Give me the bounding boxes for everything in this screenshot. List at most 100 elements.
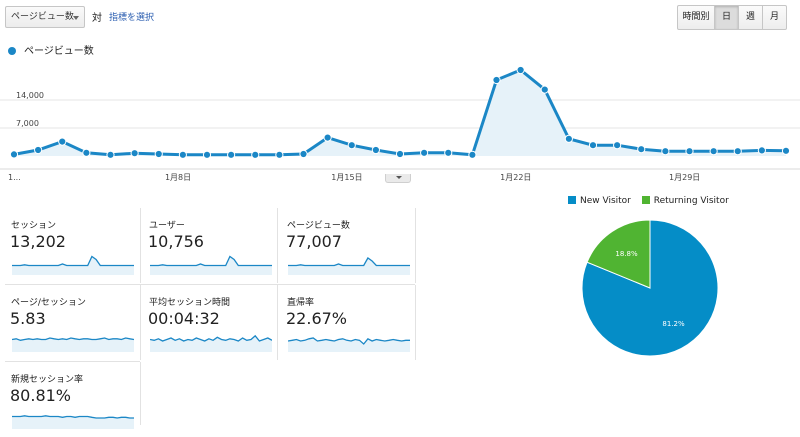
sparkline (12, 255, 134, 275)
data-point[interactable] (685, 147, 694, 156)
x-tick-label: 1月22日 (500, 173, 531, 182)
data-point[interactable] (588, 141, 598, 150)
metric-tile[interactable]: セッション 13,202 (2, 208, 140, 283)
data-point[interactable] (564, 134, 573, 143)
tile-divider (140, 362, 141, 425)
tile-divider (5, 361, 140, 362)
sparkline-area (150, 335, 272, 352)
granularity-hour-button[interactable]: 時間別 (677, 5, 715, 30)
tile-divider (277, 208, 278, 283)
data-point[interactable] (106, 150, 115, 159)
sparkline (288, 337, 410, 352)
sparkline-area (12, 338, 134, 352)
sparkline (150, 255, 272, 275)
data-point[interactable] (178, 150, 187, 159)
tile-divider (277, 285, 278, 360)
metric-tile-value: 13,202 (10, 232, 66, 251)
data-point[interactable] (202, 150, 212, 159)
legend-item-new-visitor[interactable]: New Visitor (568, 196, 631, 206)
data-point[interactable] (540, 85, 549, 94)
sparkline-line (150, 334, 272, 342)
visitor-type-pie-chart[interactable]: 81.2% 18.8% (580, 218, 720, 358)
series-dot-icon (8, 47, 16, 55)
sparkline-line (12, 415, 134, 419)
data-point[interactable] (709, 147, 718, 156)
legend-series-label: ページビュー数 (24, 46, 94, 57)
pageviews-chart[interactable]: 14,000 7,000 1... 1月8日 1月15日 1月22日 1月29日 (0, 58, 800, 183)
pie-slice[interactable] (581, 219, 719, 357)
sparkline (12, 337, 134, 352)
data-point[interactable] (58, 137, 67, 146)
tile-divider (415, 208, 416, 283)
metric-tile[interactable]: ユーザー 10,756 (140, 208, 278, 283)
sparkline-area (288, 258, 410, 275)
pie-slice-label: 81.2% (662, 320, 685, 328)
metric-tile-value: 22.67% (286, 309, 348, 328)
data-point[interactable] (347, 141, 356, 150)
chevron-down-icon (73, 16, 79, 20)
sparkline (12, 415, 134, 429)
x-tick-label: 1月8日 (165, 173, 191, 182)
select-metric-link[interactable]: 指標を選択 (109, 13, 155, 23)
metric-tile-value: 10,756 (148, 232, 204, 251)
data-point[interactable] (637, 145, 646, 154)
data-point[interactable] (516, 65, 525, 75)
data-point[interactable] (227, 150, 236, 159)
collapse-chart-button[interactable] (385, 174, 411, 183)
series-area (14, 70, 786, 156)
legend-item-returning-visitor[interactable]: Returning Visitor (641, 196, 729, 206)
metric-tile-value: 5.83 (10, 309, 46, 328)
metric-tile[interactable]: 直帰率 22.67% (278, 285, 416, 360)
pie-slice[interactable] (586, 219, 651, 289)
metric-tile-label: ユーザー (149, 221, 185, 231)
metric-tile-label: 平均セッション時間 (149, 298, 231, 308)
data-point[interactable] (323, 133, 332, 142)
y-tick-label: 7,000 (16, 119, 39, 128)
data-point[interactable] (9, 150, 19, 159)
pie-slice-label: 18.8% (615, 250, 638, 258)
data-point[interactable] (154, 149, 163, 159)
x-tick-label: 1... (8, 173, 21, 182)
sparkline-line (150, 255, 272, 267)
metric-tile-value: 00:04:32 (148, 309, 220, 328)
metric-tile[interactable]: 平均セッション時間 00:04:32 (140, 285, 278, 360)
metric-tile-label: セッション (11, 221, 57, 231)
sparkline (288, 257, 410, 275)
metric-tile[interactable]: ページ/セッション 5.83 (2, 285, 140, 360)
data-point[interactable] (275, 150, 284, 159)
data-point[interactable] (781, 146, 791, 155)
data-point[interactable] (661, 147, 670, 156)
data-point[interactable] (82, 148, 91, 157)
metric-select[interactable]: ページビュー数 (5, 6, 85, 28)
metric-tile[interactable]: ページビュー数 77,007 (278, 208, 416, 283)
metric-tile-label: ページビュー数 (287, 221, 350, 231)
data-point[interactable] (444, 148, 453, 157)
metric-tile-label: 新規セッション率 (11, 375, 84, 385)
metric-select-value: ページビュー数 (11, 12, 74, 22)
data-point[interactable] (371, 145, 380, 155)
sparkline-line (12, 255, 134, 267)
tile-divider (5, 284, 415, 285)
data-point[interactable] (251, 150, 260, 159)
data-point[interactable] (613, 141, 622, 150)
data-point[interactable] (468, 150, 477, 159)
data-point[interactable] (492, 75, 501, 85)
data-point[interactable] (130, 149, 139, 158)
data-point[interactable] (34, 145, 43, 155)
data-point[interactable] (733, 147, 742, 156)
tile-divider (140, 208, 141, 283)
series-line (13, 68, 787, 157)
data-point[interactable] (757, 146, 766, 155)
data-point[interactable] (420, 148, 429, 157)
data-point[interactable] (395, 149, 405, 159)
metric-tile[interactable]: 新規セッション率 80.81% (2, 362, 140, 437)
granularity-week-button[interactable]: 週 (738, 5, 763, 30)
granularity-day-button[interactable]: 日 (714, 5, 739, 30)
granularity-month-button[interactable]: 月 (762, 5, 787, 30)
legend-label: New Visitor (580, 196, 631, 206)
data-point[interactable] (299, 149, 308, 159)
tile-divider (140, 285, 141, 360)
x-tick-label: 1月15日 (331, 173, 362, 182)
vs-label: 対 (92, 13, 102, 24)
swatch-icon (641, 196, 650, 204)
